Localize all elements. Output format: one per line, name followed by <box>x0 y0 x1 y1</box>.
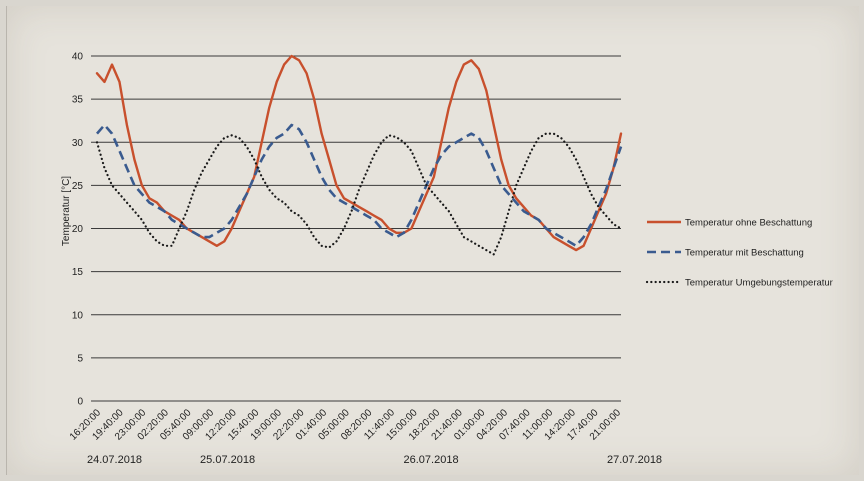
date-label: 27.07.2018 <box>607 454 662 466</box>
series-lines <box>95 54 623 256</box>
y-tick-labels: 0 5 10 15 20 25 30 35 40 <box>72 52 84 408</box>
y-tick-30: 30 <box>72 138 84 149</box>
series-line-2 <box>96 123 623 248</box>
y-tick-20: 20 <box>72 224 84 235</box>
chart-panel: 0 5 10 15 20 25 30 35 40 Temperatur [°C] 16:20:0… <box>6 6 859 475</box>
series-line-3 <box>95 132 623 256</box>
date-label: 26.07.2018 <box>404 454 459 466</box>
y-tick-25: 25 <box>72 181 84 192</box>
legend-label-1: Temperatur ohne Beschattung <box>685 218 812 229</box>
line-chart: 0 5 10 15 20 25 30 35 40 Temperatur [°C] 16:20:0… <box>61 52 833 467</box>
legend: Temperatur ohne Beschattung Temperatur mi… <box>645 218 833 289</box>
date-labels: 24.07.2018 25.07.2018 26.07.2018 27.07.2018 <box>87 454 662 466</box>
legend-label-3: Temperatur Umgebungstemperatur <box>685 278 833 289</box>
date-label: 24.07.2018 <box>87 454 142 466</box>
legend-label-2: Temperatur mit Beschattung <box>685 248 804 259</box>
y-axis-label: Temperatur [°C] <box>61 176 72 246</box>
date-label: 25.07.2018 <box>200 454 255 466</box>
y-tick-15: 15 <box>72 267 84 278</box>
y-tick-0: 0 <box>77 397 83 408</box>
y-tick-5: 5 <box>77 353 83 364</box>
x-tick-labels: 16:20:0019:40:0023:00:0002:20:0005:40:00… <box>68 407 624 443</box>
y-tick-10: 10 <box>72 310 84 321</box>
y-tick-35: 35 <box>72 95 84 106</box>
y-tick-40: 40 <box>72 52 84 63</box>
grid-lines <box>91 55 621 402</box>
